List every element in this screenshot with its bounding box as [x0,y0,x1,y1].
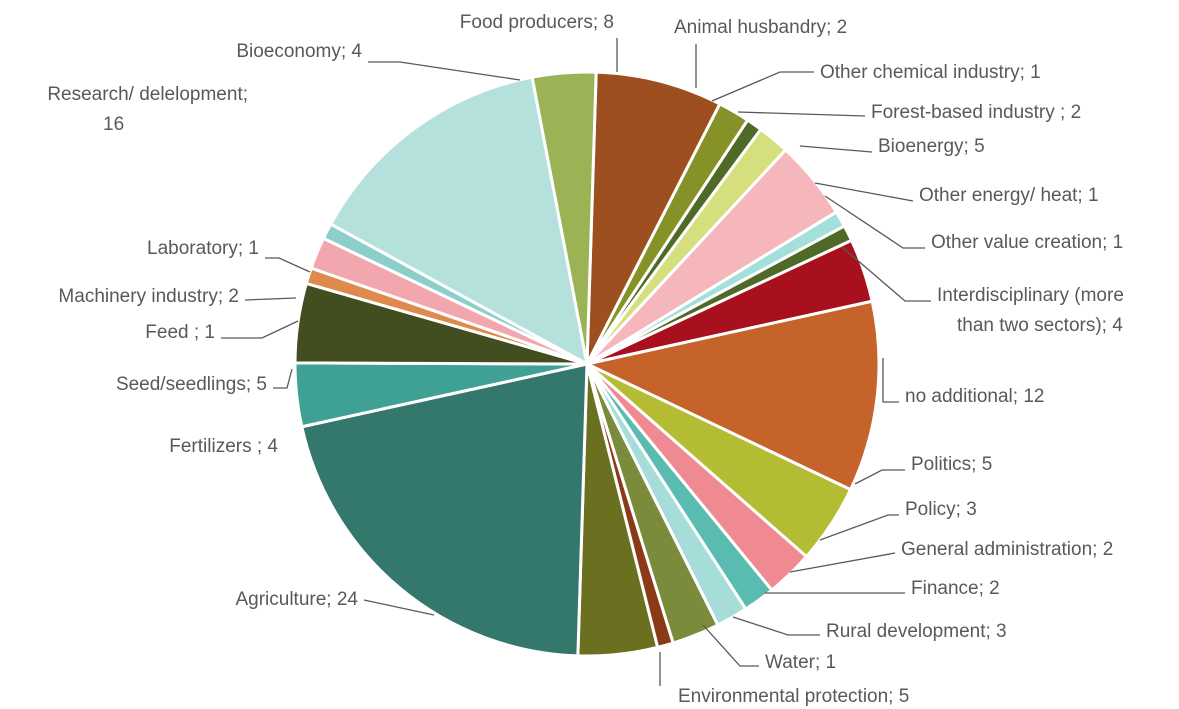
leader-line-laboratory [265,257,311,273]
slice-label-politics: Politics; 5 [911,454,992,475]
pie-slices [293,70,881,658]
slice-labels: Food producers; 8 Animal husbandry; 2 Othe… [47,12,1124,707]
slice-label-seed-seedlings: Seed/seedlings; 5 [116,374,267,395]
leader-line-bioeconomy [368,61,521,81]
leader-line-agriculture [363,599,435,616]
pie-slice-food-producers [585,70,722,366]
leader-line-seed-seedlings [273,368,293,389]
slice-label-other-chemical-industry: Other chemical industry; 1 [820,62,1041,83]
slice-label-bioenergy: Bioenergy; 5 [878,136,985,157]
slice-label-no-additional: no additional; 12 [905,386,1044,407]
pie-slice-bioeconomy [530,70,598,366]
slice-label-interdisciplinary-more-than-two-sectors: Interdisciplinary (more than two sectors)… [937,285,1124,336]
leader-line-interdisciplinary-more-than-two-sectors [841,246,931,302]
leader-line-general-administration [789,552,896,573]
leader-line-feed [221,320,299,339]
slice-label-food-producers: Food producers; 8 [460,12,614,33]
leader-line-machinery-industry [244,297,297,301]
slice-label-agriculture: Agriculture; 24 [235,589,358,610]
leader-line-water [702,624,759,667]
slice-label-other-energy-heat: Other energy/ heat; 1 [919,185,1099,206]
slice-label-general-administration: General administration; 2 [901,539,1113,560]
slice-label-finance: Finance; 2 [911,578,1000,599]
pie-slice-agriculture [300,362,589,658]
leader-line-other-energy-heat [814,182,914,202]
slice-label-forest-based-industry: Forest-based industry ; 2 [871,102,1081,123]
leader-line-other-value-creation [824,195,925,249]
leader-line-other-chemical-industry [711,71,814,102]
pie-slice-no-additional [585,299,881,492]
slice-label-research-delelopment: Research/ delelopment; 16 [47,84,248,135]
slice-label-bioeconomy: Bioeconomy; 4 [236,41,362,62]
slice-label-animal-husbandry: Animal husbandry; 2 [674,17,847,38]
slice-label-rural-development: Rural development; 3 [826,621,1007,642]
leader-line-rural-development [732,616,820,636]
slice-label-feed: Feed ; 1 [145,322,215,343]
slice-label-environmental-protection: Environmental protection; 5 [678,686,909,707]
slice-label-water: Water; 1 [765,652,836,673]
slice-label-laboratory: Laboratory; 1 [147,238,259,259]
leader-line-no-additional [882,358,899,403]
leader-line-policy [819,514,899,541]
slice-label-policy: Policy; 3 [905,499,977,520]
slice-label-machinery-industry: Machinery industry; 2 [58,286,239,307]
leader-line-politics [854,469,905,485]
slice-label-fertilizers: Fertilizers ; 4 [169,436,278,457]
pie-slice-research-delelopment [329,75,589,366]
leader-line-bioenergy [799,145,873,153]
leader-line-forest-based-industry [737,111,866,117]
slice-label-other-value-creation: Other value creation; 1 [931,232,1123,253]
leader-lines [221,38,931,686]
